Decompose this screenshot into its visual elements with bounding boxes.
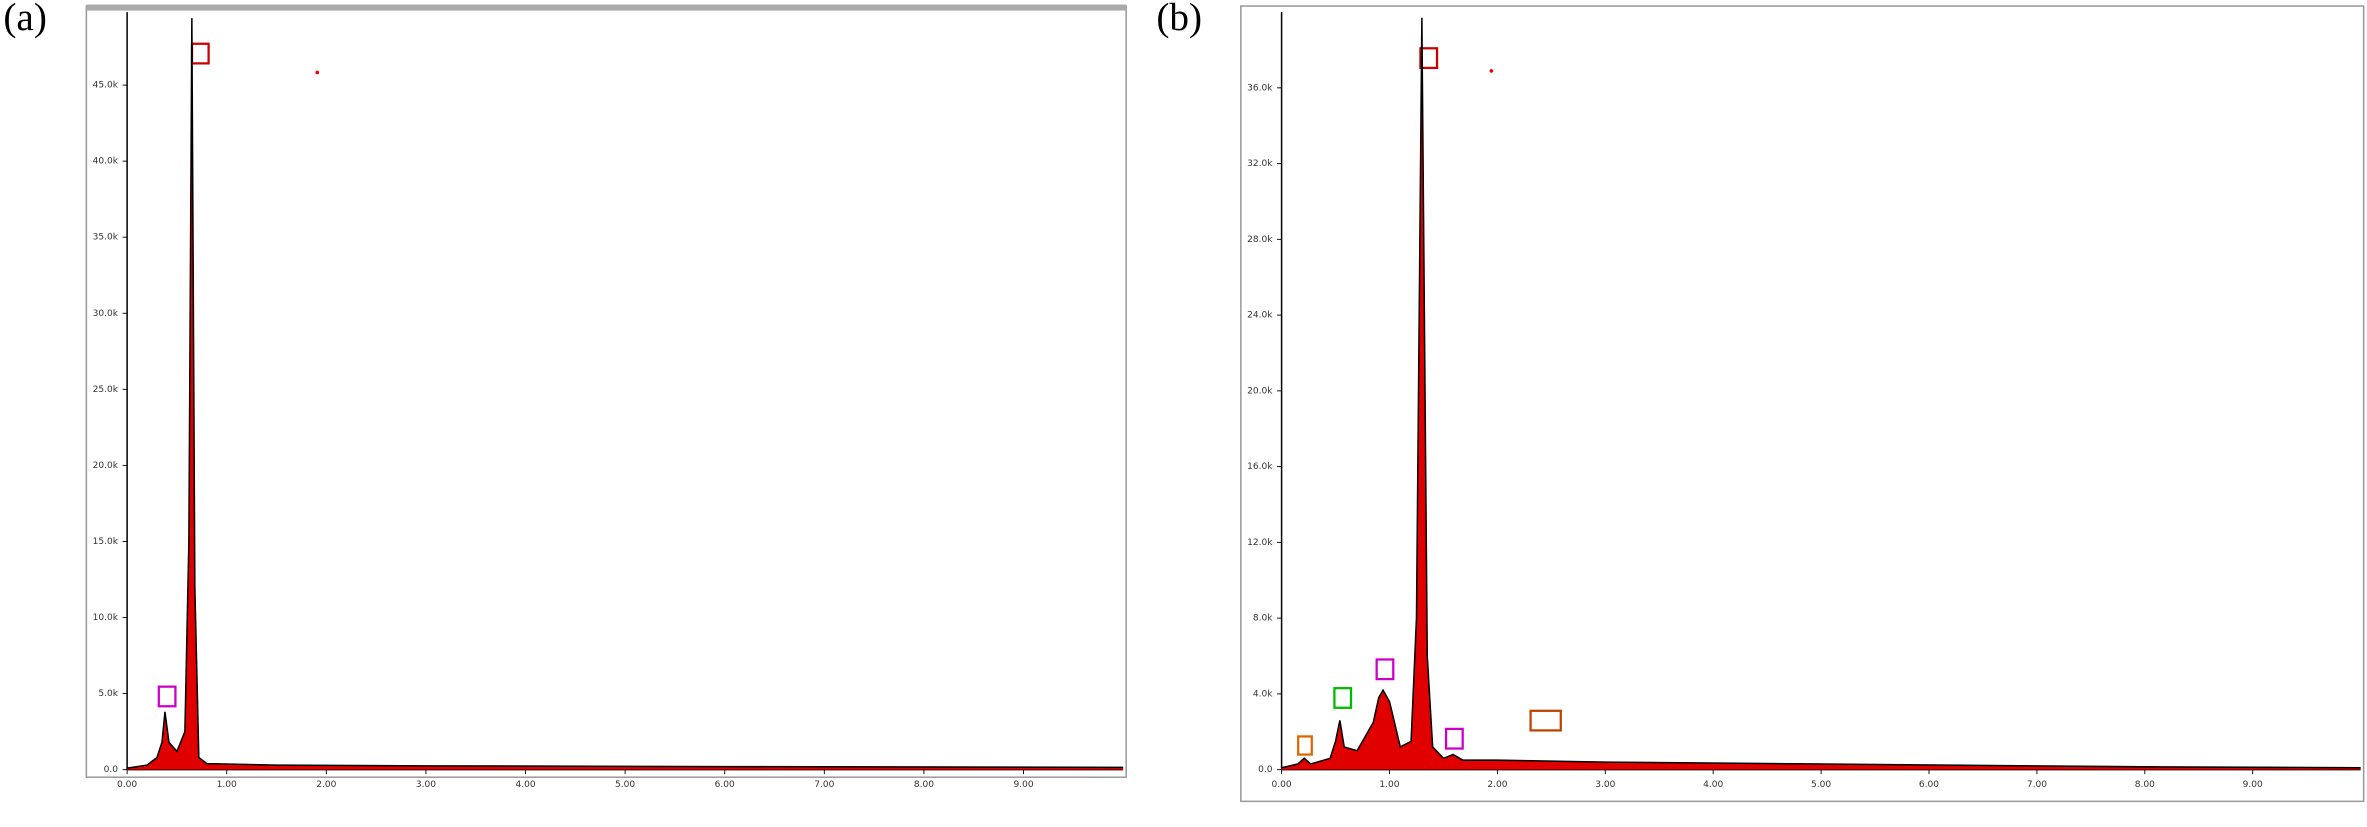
x-tick-label: 4.00 — [515, 780, 535, 790]
x-tick-label: 9.00 — [2243, 780, 2263, 790]
peak-marker — [1297, 735, 1313, 756]
peak-marker — [1444, 727, 1464, 750]
y-tick-label: 12.0k — [1247, 538, 1273, 548]
peak-marker — [1375, 658, 1395, 681]
y-tick-label: 40.0k — [93, 157, 119, 167]
x-tick-label: 6.00 — [1919, 780, 1939, 790]
y-tick-label: 8.0k — [1253, 614, 1273, 624]
panel-frame — [1240, 5, 2365, 803]
x-tick-label: 7.00 — [2027, 780, 2047, 790]
panel-label: (a) — [3, 0, 47, 39]
marker-dot — [315, 70, 320, 75]
y-tick-label: 20.0k — [93, 461, 119, 471]
x-tick-label: 9.00 — [1013, 780, 1033, 790]
x-tick-label: 8.00 — [914, 780, 934, 790]
x-tick-label: 3.00 — [416, 780, 436, 790]
x-tick-label: 6.00 — [715, 780, 735, 790]
marker-dot — [1489, 69, 1494, 73]
x-tick-label: 0.00 — [117, 780, 137, 790]
y-tick-label: 32.0k — [1247, 159, 1273, 169]
peak-marker — [157, 685, 177, 708]
x-tick-label: 7.00 — [814, 780, 834, 790]
x-tick-label: 2.00 — [1487, 780, 1507, 790]
x-tick-label: 3.00 — [1595, 780, 1615, 790]
panel-label: (b) — [1156, 0, 1202, 39]
x-tick-label: 1.00 — [1379, 780, 1399, 790]
y-tick-label: 36.0k — [1247, 83, 1273, 93]
y-tick-label: 5.0k — [98, 689, 118, 699]
y-tick-label: 0.0 — [104, 765, 119, 775]
x-tick-label: 0.00 — [1272, 780, 1292, 790]
y-tick-label: 10.0k — [93, 613, 119, 623]
y-tick-label: 45.0k — [93, 81, 119, 91]
peak-marker — [1529, 709, 1562, 732]
y-tick-label: 15.0k — [93, 537, 119, 547]
panel-top-bar — [86, 4, 1127, 11]
x-tick-label: 1.00 — [217, 780, 237, 790]
y-tick-label: 20.0k — [1247, 386, 1273, 396]
peak-marker — [1333, 687, 1353, 709]
y-tick-label: 4.0k — [1253, 689, 1273, 699]
x-tick-label: 5.00 — [615, 780, 635, 790]
x-tick-label: 2.00 — [316, 780, 336, 790]
y-tick-label: 28.0k — [1247, 235, 1273, 245]
x-tick-label: 5.00 — [1811, 780, 1831, 790]
panel-frame — [85, 5, 1127, 778]
y-tick-label: 35.0k — [93, 233, 119, 243]
y-tick-label: 25.0k — [93, 385, 119, 395]
y-tick-label: 30.0k — [93, 309, 119, 319]
y-tick-label: 24.0k — [1247, 311, 1273, 321]
spectrum-outline — [1281, 17, 2361, 769]
y-tick-label: 16.0k — [1247, 462, 1273, 472]
x-tick-label: 4.00 — [1703, 780, 1723, 790]
y-tick-label: 0.0 — [1258, 765, 1273, 775]
x-tick-label: 8.00 — [2135, 780, 2155, 790]
spectrum-outline — [126, 18, 1124, 769]
peak-marker — [1419, 47, 1439, 70]
